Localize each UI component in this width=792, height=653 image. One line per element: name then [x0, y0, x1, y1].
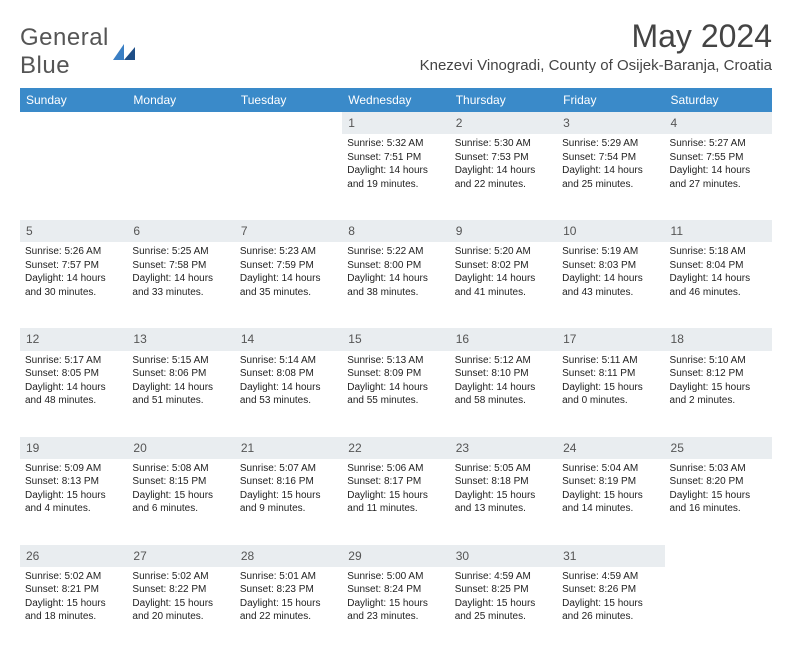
day-detail-cell: Sunrise: 5:08 AMSunset: 8:15 PMDaylight:…: [127, 459, 234, 545]
day-detail-cell: Sunrise: 4:59 AMSunset: 8:26 PMDaylight:…: [557, 567, 664, 653]
day-detail-cell: Sunrise: 5:00 AMSunset: 8:24 PMDaylight:…: [342, 567, 449, 653]
weekday-header: Saturday: [665, 88, 772, 112]
day-detail-cell: Sunrise: 5:17 AMSunset: 8:05 PMDaylight:…: [20, 351, 127, 437]
day-number-cell: [665, 545, 772, 567]
weekday-header: Sunday: [20, 88, 127, 112]
day-number-cell: 28: [235, 545, 342, 567]
day-number-cell: 21: [235, 437, 342, 459]
detail-row: Sunrise: 5:32 AMSunset: 7:51 PMDaylight:…: [20, 134, 772, 220]
detail-row: Sunrise: 5:09 AMSunset: 8:13 PMDaylight:…: [20, 459, 772, 545]
day-number-cell: [235, 112, 342, 134]
day-number-cell: 30: [450, 545, 557, 567]
day-detail-cell: Sunrise: 5:13 AMSunset: 8:09 PMDaylight:…: [342, 351, 449, 437]
weekday-header: Thursday: [450, 88, 557, 112]
day-detail-cell: Sunrise: 5:01 AMSunset: 8:23 PMDaylight:…: [235, 567, 342, 653]
location-text: Knezevi Vinogradi, County of Osijek-Bara…: [420, 57, 772, 74]
day-detail-cell: Sunrise: 5:26 AMSunset: 7:57 PMDaylight:…: [20, 242, 127, 328]
day-detail-cell: Sunrise: 5:02 AMSunset: 8:22 PMDaylight:…: [127, 567, 234, 653]
detail-row: Sunrise: 5:26 AMSunset: 7:57 PMDaylight:…: [20, 242, 772, 328]
day-detail-cell: Sunrise: 5:25 AMSunset: 7:58 PMDaylight:…: [127, 242, 234, 328]
day-number-cell: 19: [20, 437, 127, 459]
calendar-body: 1234Sunrise: 5:32 AMSunset: 7:51 PMDayli…: [20, 112, 772, 653]
calendar-table: SundayMondayTuesdayWednesdayThursdayFrid…: [20, 88, 772, 653]
daynum-row: 567891011: [20, 220, 772, 242]
day-number-cell: 31: [557, 545, 664, 567]
day-detail-cell: Sunrise: 5:05 AMSunset: 8:18 PMDaylight:…: [450, 459, 557, 545]
day-number-cell: 27: [127, 545, 234, 567]
detail-row: Sunrise: 5:02 AMSunset: 8:21 PMDaylight:…: [20, 567, 772, 653]
daynum-row: 19202122232425: [20, 437, 772, 459]
day-number-cell: 20: [127, 437, 234, 459]
day-number-cell: 8: [342, 220, 449, 242]
detail-row: Sunrise: 5:17 AMSunset: 8:05 PMDaylight:…: [20, 351, 772, 437]
day-detail-cell: Sunrise: 5:23 AMSunset: 7:59 PMDaylight:…: [235, 242, 342, 328]
day-number-cell: 12: [20, 328, 127, 350]
day-number-cell: [20, 112, 127, 134]
day-number-cell: 17: [557, 328, 664, 350]
day-detail-cell: Sunrise: 5:27 AMSunset: 7:55 PMDaylight:…: [665, 134, 772, 220]
day-detail-cell: [20, 134, 127, 220]
day-number-cell: 23: [450, 437, 557, 459]
day-number-cell: 5: [20, 220, 127, 242]
title-block: May 2024 Knezevi Vinogradi, County of Os…: [420, 18, 772, 74]
day-detail-cell: Sunrise: 5:22 AMSunset: 8:00 PMDaylight:…: [342, 242, 449, 328]
day-detail-cell: Sunrise: 5:32 AMSunset: 7:51 PMDaylight:…: [342, 134, 449, 220]
day-number-cell: 2: [450, 112, 557, 134]
day-number-cell: 1: [342, 112, 449, 134]
day-detail-cell: Sunrise: 5:19 AMSunset: 8:03 PMDaylight:…: [557, 242, 664, 328]
day-detail-cell: [235, 134, 342, 220]
day-number-cell: 7: [235, 220, 342, 242]
day-number-cell: 29: [342, 545, 449, 567]
day-number-cell: 22: [342, 437, 449, 459]
day-detail-cell: Sunrise: 5:18 AMSunset: 8:04 PMDaylight:…: [665, 242, 772, 328]
day-detail-cell: Sunrise: 5:30 AMSunset: 7:53 PMDaylight:…: [450, 134, 557, 220]
day-number-cell: 11: [665, 220, 772, 242]
day-number-cell: 16: [450, 328, 557, 350]
daynum-row: 1234: [20, 112, 772, 134]
logo-text-1: General: [20, 24, 109, 51]
day-number-cell: 14: [235, 328, 342, 350]
daynum-row: 262728293031: [20, 545, 772, 567]
day-detail-cell: Sunrise: 5:07 AMSunset: 8:16 PMDaylight:…: [235, 459, 342, 545]
weekday-header-row: SundayMondayTuesdayWednesdayThursdayFrid…: [20, 88, 772, 112]
day-detail-cell: Sunrise: 5:15 AMSunset: 8:06 PMDaylight:…: [127, 351, 234, 437]
day-detail-cell: Sunrise: 5:02 AMSunset: 8:21 PMDaylight:…: [20, 567, 127, 653]
day-number-cell: 3: [557, 112, 664, 134]
page-title: May 2024: [420, 18, 772, 55]
day-detail-cell: Sunrise: 5:10 AMSunset: 8:12 PMDaylight:…: [665, 351, 772, 437]
day-detail-cell: Sunrise: 5:20 AMSunset: 8:02 PMDaylight:…: [450, 242, 557, 328]
weekday-header: Wednesday: [342, 88, 449, 112]
day-detail-cell: Sunrise: 5:12 AMSunset: 8:10 PMDaylight:…: [450, 351, 557, 437]
daynum-row: 12131415161718: [20, 328, 772, 350]
weekday-header: Friday: [557, 88, 664, 112]
day-number-cell: 18: [665, 328, 772, 350]
day-detail-cell: Sunrise: 5:06 AMSunset: 8:17 PMDaylight:…: [342, 459, 449, 545]
weekday-header: Tuesday: [235, 88, 342, 112]
day-number-cell: 6: [127, 220, 234, 242]
day-detail-cell: Sunrise: 5:29 AMSunset: 7:54 PMDaylight:…: [557, 134, 664, 220]
logo-text-2: Blue: [20, 52, 70, 79]
day-detail-cell: Sunrise: 5:14 AMSunset: 8:08 PMDaylight:…: [235, 351, 342, 437]
day-detail-cell: Sunrise: 5:03 AMSunset: 8:20 PMDaylight:…: [665, 459, 772, 545]
day-detail-cell: Sunrise: 5:04 AMSunset: 8:19 PMDaylight:…: [557, 459, 664, 545]
day-number-cell: 26: [20, 545, 127, 567]
day-detail-cell: Sunrise: 5:09 AMSunset: 8:13 PMDaylight:…: [20, 459, 127, 545]
day-detail-cell: [127, 134, 234, 220]
day-number-cell: 24: [557, 437, 664, 459]
day-number-cell: 13: [127, 328, 234, 350]
logo: General Blue: [20, 18, 135, 80]
weekday-header: Monday: [127, 88, 234, 112]
day-number-cell: 9: [450, 220, 557, 242]
day-detail-cell: [665, 567, 772, 653]
day-number-cell: 10: [557, 220, 664, 242]
day-detail-cell: Sunrise: 4:59 AMSunset: 8:25 PMDaylight:…: [450, 567, 557, 653]
page-header: General Blue May 2024 Knezevi Vinogradi,…: [20, 18, 772, 80]
day-detail-cell: Sunrise: 5:11 AMSunset: 8:11 PMDaylight:…: [557, 351, 664, 437]
day-number-cell: [127, 112, 234, 134]
logo-mark-icon: [113, 44, 135, 60]
day-number-cell: 25: [665, 437, 772, 459]
day-number-cell: 4: [665, 112, 772, 134]
day-number-cell: 15: [342, 328, 449, 350]
